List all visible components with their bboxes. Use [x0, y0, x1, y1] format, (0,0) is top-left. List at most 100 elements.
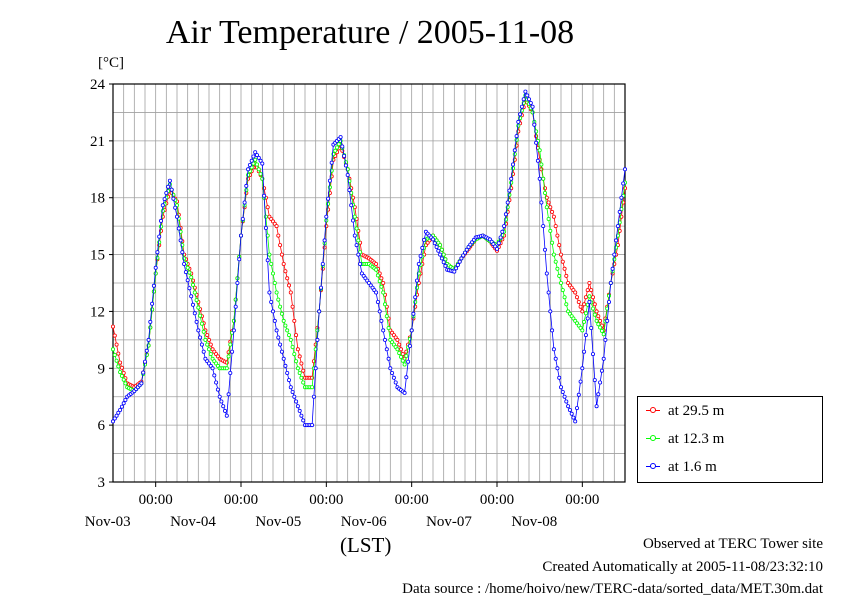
- data-point: [310, 385, 315, 390]
- data-point: [294, 399, 299, 404]
- data-point: [543, 247, 548, 252]
- data-point: [189, 275, 194, 280]
- data-point: [233, 297, 238, 302]
- data-point: [623, 167, 628, 172]
- data-point: [201, 329, 206, 334]
- data-point: [354, 243, 359, 248]
- data-point: [114, 342, 119, 347]
- data-point: [144, 348, 149, 353]
- data-point: [157, 234, 162, 239]
- data-point: [219, 399, 224, 404]
- footer-site: Observed at TERC Tower site: [642, 536, 823, 552]
- data-point: [315, 337, 320, 342]
- data-point: [190, 282, 195, 287]
- data-point: [292, 352, 297, 357]
- data-point: [539, 162, 544, 167]
- data-point: [528, 101, 533, 106]
- y-tick-label: 9: [98, 361, 106, 377]
- data-point: [274, 290, 279, 295]
- data-point: [507, 188, 512, 193]
- data-point: [187, 270, 192, 275]
- data-point: [290, 304, 295, 309]
- y-tick-label: 15: [90, 248, 105, 264]
- data-point: [598, 325, 603, 330]
- data-point: [114, 413, 119, 418]
- x-tick-time: 00:00: [480, 492, 514, 508]
- data-point: [610, 266, 615, 271]
- data-point: [377, 279, 382, 284]
- legend-marker-blue: [650, 463, 656, 469]
- data-point: [553, 224, 558, 229]
- data-point: [194, 319, 199, 324]
- data-point: [283, 269, 288, 274]
- data-point: [182, 261, 187, 266]
- data-point: [279, 349, 284, 354]
- data-point: [212, 373, 217, 378]
- data-point: [573, 290, 578, 295]
- data-point: [594, 404, 599, 409]
- data-point: [443, 263, 448, 268]
- data-point: [543, 186, 548, 191]
- data-point: [596, 322, 601, 327]
- data-point: [121, 401, 126, 406]
- data-point: [167, 178, 172, 183]
- data-point: [301, 368, 306, 373]
- data-point: [240, 216, 245, 221]
- x-tick-date: Nov-07: [426, 514, 472, 530]
- data-point: [386, 325, 391, 330]
- data-point: [288, 337, 293, 342]
- data-point: [162, 197, 167, 202]
- data-point: [591, 352, 596, 357]
- data-point: [190, 302, 195, 307]
- data-point: [214, 380, 219, 385]
- y-tick-label: 18: [90, 191, 105, 207]
- y-tick-label: 21: [90, 134, 105, 150]
- data-point: [333, 148, 338, 153]
- data-point: [272, 318, 277, 323]
- data-point: [249, 158, 254, 163]
- data-point: [272, 280, 277, 285]
- data-point: [594, 309, 599, 314]
- data-point: [111, 324, 116, 329]
- data-point: [583, 333, 588, 338]
- data-point: [562, 295, 567, 300]
- data-point: [391, 375, 396, 380]
- data-point: [141, 370, 146, 375]
- data-point: [512, 148, 517, 153]
- data-point: [112, 333, 117, 338]
- data-point: [203, 337, 208, 342]
- data-point: [340, 144, 345, 149]
- data-point: [382, 337, 387, 342]
- data-point: [608, 280, 613, 285]
- data-point: [557, 273, 562, 278]
- data-point: [215, 387, 220, 392]
- data-point: [564, 273, 569, 278]
- data-point: [395, 347, 400, 352]
- data-point: [295, 404, 300, 409]
- data-point: [418, 253, 423, 258]
- data-point: [519, 104, 524, 109]
- data-point: [224, 413, 229, 418]
- data-point: [530, 110, 535, 115]
- data-point: [288, 290, 293, 295]
- data-point: [342, 153, 347, 158]
- data-point: [594, 318, 599, 323]
- data-point: [400, 352, 405, 357]
- data-point: [388, 366, 393, 371]
- data-point: [169, 187, 174, 192]
- data-point: [270, 271, 275, 276]
- chart-title: Air Temperature / 2005-11-08: [165, 14, 575, 51]
- data-point: [537, 176, 542, 181]
- data-point: [571, 415, 576, 420]
- data-point: [601, 332, 606, 337]
- data-point: [334, 145, 339, 150]
- data-point: [546, 216, 551, 221]
- data-point: [123, 397, 128, 402]
- data-point: [254, 162, 259, 167]
- data-point: [276, 297, 281, 302]
- data-point: [576, 299, 581, 304]
- data-point: [589, 288, 594, 293]
- data-point: [381, 280, 386, 285]
- data-point: [422, 237, 427, 242]
- data-point: [294, 359, 299, 364]
